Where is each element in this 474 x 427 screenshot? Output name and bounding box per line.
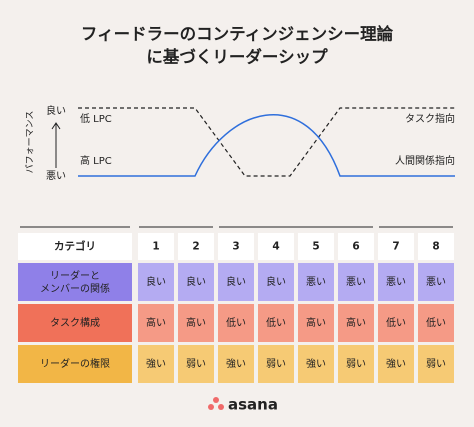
cell	[138, 233, 174, 260]
cell-text: 高い	[186, 316, 206, 329]
cell-text: 8	[432, 241, 439, 253]
logo-dot	[218, 404, 224, 410]
cell	[178, 345, 214, 383]
row-header	[18, 345, 132, 383]
row-label: カテゴリ	[54, 240, 96, 253]
y-low: 悪い	[46, 170, 66, 182]
cell	[258, 233, 294, 260]
cell-text: 強い	[306, 357, 326, 370]
cell-text: 高い	[346, 316, 366, 329]
cell-text: 3	[232, 241, 239, 253]
cell	[338, 233, 374, 260]
row-label: リーダーとメンバーの関係	[40, 269, 110, 295]
cell-text: 低い	[386, 316, 406, 329]
cell-text: 悪い	[386, 276, 406, 288]
cell	[418, 233, 454, 260]
cell	[218, 233, 254, 260]
cell-text: 悪い	[306, 276, 326, 288]
cell	[378, 263, 414, 301]
cell-text: 1	[152, 241, 159, 253]
cell-text: 弱い	[186, 358, 206, 370]
row-label: リーダーの権限	[40, 357, 110, 370]
table: カテゴリ 1 2 3 4 5 6 7 8 リーダーとメンバーの関係 良い 良い 良い 良い 悪い 悪い 悪い 悪い…	[18, 226, 454, 383]
cell-text: 低い	[426, 316, 446, 329]
cell-text: 5	[312, 241, 319, 253]
cell-text: 悪い	[426, 276, 446, 288]
cell-text: 低い	[226, 316, 246, 329]
cell	[418, 263, 454, 301]
high-lpc: 高 LPC	[80, 154, 112, 167]
cell-text: 高い	[146, 316, 166, 329]
cell	[338, 304, 374, 342]
y-axis-label: パフォーマンス	[25, 111, 36, 174]
cell	[178, 263, 214, 301]
cell-text: 2	[192, 241, 199, 253]
cell	[218, 304, 254, 342]
cell-text: 弱い	[426, 358, 446, 370]
cell-text: 弱い	[346, 358, 366, 370]
cell	[138, 345, 174, 383]
arrow-head	[51, 122, 61, 130]
cell	[298, 233, 334, 260]
title-line: に基づくリーダーシップ	[146, 47, 328, 67]
row-header	[18, 233, 132, 260]
row-label: タスク構成	[50, 316, 100, 329]
low-lpc: 低 LPC	[80, 112, 112, 125]
cell	[378, 345, 414, 383]
cell-text: 強い	[386, 357, 406, 370]
cell	[418, 304, 454, 342]
cell-text: 悪い	[346, 276, 366, 288]
cell-text: 強い	[226, 357, 246, 370]
cell	[298, 263, 334, 301]
cell	[378, 233, 414, 260]
cell	[218, 345, 254, 383]
cell-text: 7	[392, 241, 399, 253]
cell-text: 強い	[146, 357, 166, 370]
row-header	[18, 263, 132, 301]
cell	[258, 345, 294, 383]
row-header	[18, 304, 132, 342]
cell	[178, 304, 214, 342]
cell-text: 良い	[266, 275, 286, 288]
cell	[338, 345, 374, 383]
cell	[338, 263, 374, 301]
cell	[258, 304, 294, 342]
cell	[178, 233, 214, 260]
cell	[138, 263, 174, 301]
cell	[298, 304, 334, 342]
cell	[378, 304, 414, 342]
relation-oriented: 人間関係指向	[395, 154, 455, 167]
cell-text: 高い	[306, 316, 326, 329]
cell	[418, 345, 454, 383]
title-line: フィードラーのコンティンジェンシー理論	[81, 24, 394, 44]
task-oriented: タスク指向	[405, 112, 455, 125]
high-lpc-curve	[78, 114, 455, 177]
cell	[298, 345, 334, 383]
logo-dot	[208, 404, 214, 410]
cell-text: 良い	[186, 275, 206, 288]
y-high: 良い	[46, 104, 66, 117]
cell-text: 良い	[226, 275, 246, 288]
cell	[218, 263, 254, 301]
cell-text: 良い	[146, 275, 166, 288]
cell-text: 低い	[266, 316, 286, 329]
cell	[258, 263, 294, 301]
label-line: リーダーと	[50, 269, 100, 282]
cell-text: 弱い	[266, 358, 286, 370]
label-line: メンバーの関係	[40, 283, 110, 295]
cell	[138, 304, 174, 342]
cell-text: 6	[352, 241, 359, 253]
cell-text: 4	[272, 241, 279, 253]
logo-dot	[213, 397, 219, 403]
logo: asana	[228, 396, 278, 414]
